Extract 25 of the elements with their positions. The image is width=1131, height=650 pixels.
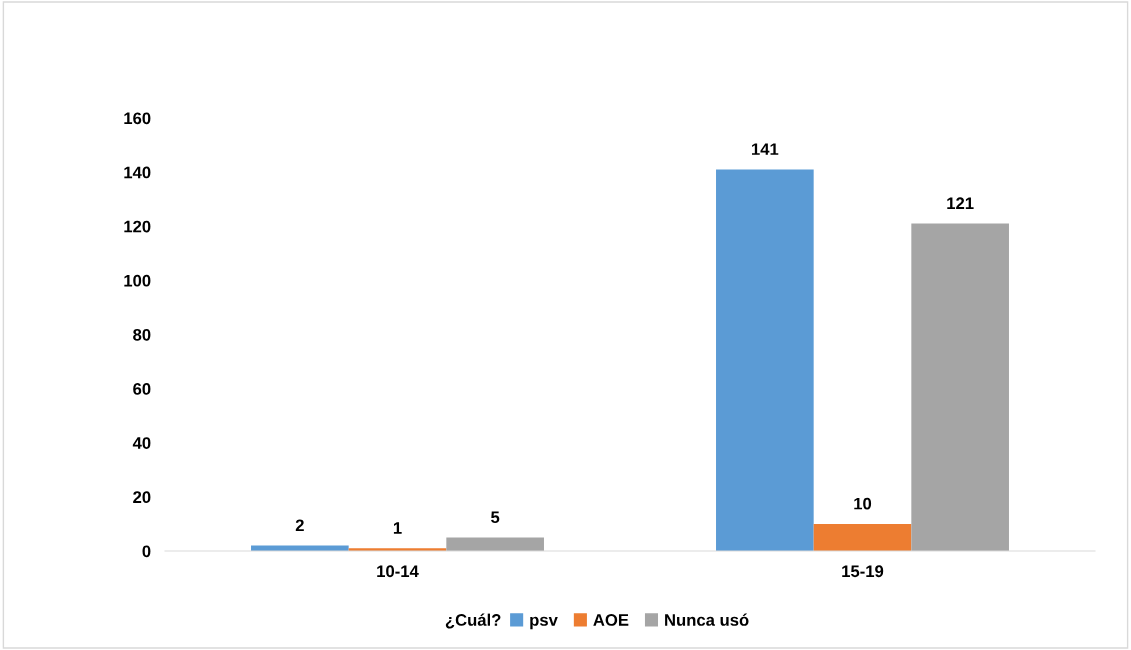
data-label: 2 bbox=[295, 519, 304, 532]
y-tick-label: 120 bbox=[124, 220, 151, 233]
data-label: 10 bbox=[854, 497, 872, 510]
data-label: 1 bbox=[393, 522, 402, 534]
legend-label: AOE bbox=[593, 614, 629, 626]
x-tick-label: 10-14 bbox=[377, 565, 419, 578]
x-tick-label: 15-19 bbox=[842, 565, 884, 578]
y-tick-label: 60 bbox=[133, 383, 151, 395]
y-tick-label: 0 bbox=[142, 545, 151, 558]
bar bbox=[813, 523, 912, 551]
y-tick-label: 20 bbox=[133, 491, 151, 504]
legend-label: psv bbox=[530, 616, 558, 630]
data-label: 121 bbox=[947, 197, 974, 209]
y-tick-label: 140 bbox=[124, 166, 151, 179]
y-tick-label: 100 bbox=[124, 274, 151, 287]
bar bbox=[716, 169, 814, 551]
bar bbox=[446, 537, 544, 551]
data-label: 141 bbox=[752, 143, 779, 155]
legend-label: Nunca usó bbox=[665, 613, 749, 626]
bar bbox=[911, 223, 1009, 551]
y-tick-label: 40 bbox=[132, 437, 151, 449]
y-tick-label: 80 bbox=[133, 328, 151, 341]
data-label: 5 bbox=[491, 511, 500, 524]
legend-title: ¿Cuál? bbox=[445, 613, 501, 629]
y-tick-label: 160 bbox=[124, 112, 151, 125]
